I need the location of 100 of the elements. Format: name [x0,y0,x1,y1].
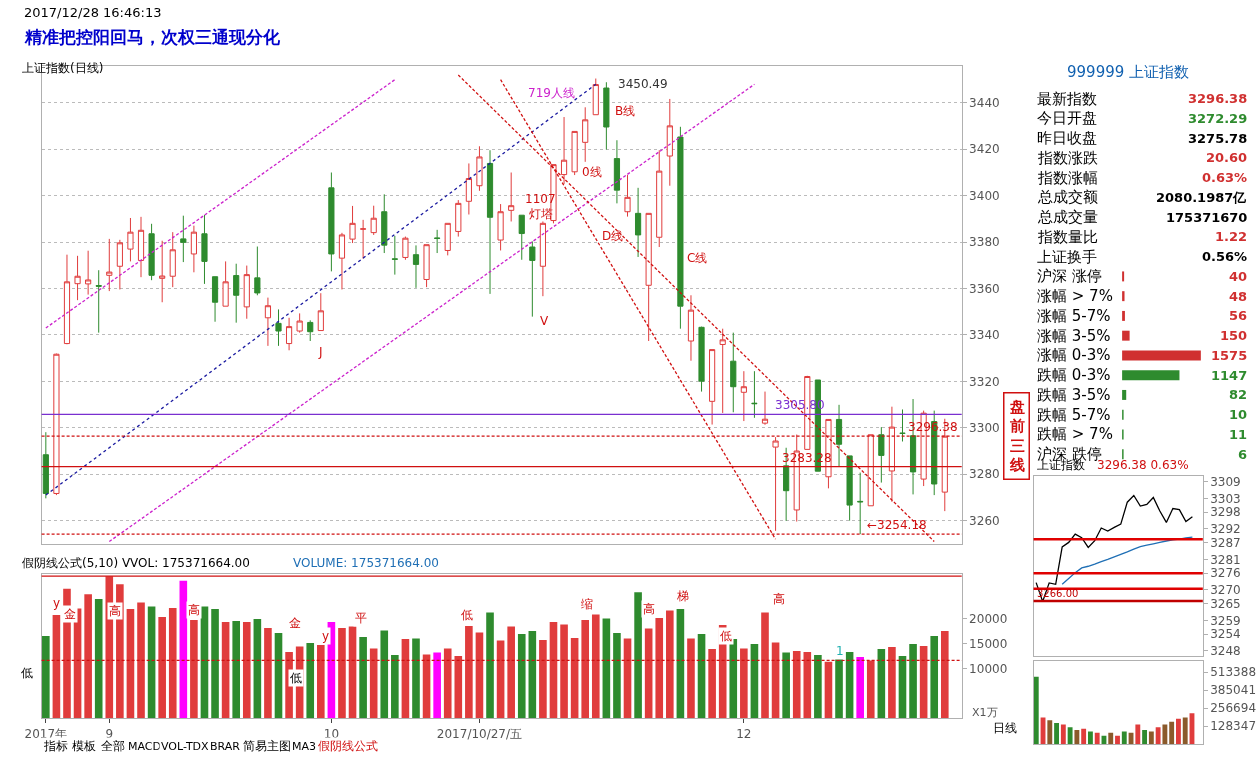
bar [211,609,219,719]
category-label: 指数涨幅 [1037,169,1098,187]
candlestick [106,238,113,292]
candlestick [211,276,219,323]
bar [42,635,50,719]
candlestick [624,174,631,218]
candlestick [370,205,377,236]
bar [380,630,389,719]
bar [179,580,188,719]
bar [1074,730,1080,745]
x-tick-label: 2017/10/27/五 [436,726,523,741]
bar [539,639,547,719]
category-label: 跌幅 0-3% [1037,366,1111,384]
candlestick [275,308,282,347]
bar [338,628,346,719]
annotation: 灯塔 [529,207,553,221]
candlestick [899,408,906,442]
candlestick [709,349,716,426]
category-label: 今日开盘 [1037,109,1097,127]
bar [803,651,812,719]
data-label: 3296.38 [1188,91,1248,106]
candlestick [772,436,779,532]
text: 假阴线公式 [318,739,378,753]
bar [317,644,325,719]
y-tick-label: 3248 [1210,644,1241,659]
y-tick-label: 3287 [1210,535,1241,550]
candlestick [317,292,324,332]
category-label: 涨幅 5-7% [1037,307,1111,325]
candlestick [592,78,599,116]
bar [708,648,716,719]
bar [1060,724,1066,745]
line-series [1035,494,1194,603]
candlestick [444,222,451,256]
y-tick-label: 3300 [969,421,1000,435]
candlestick [222,260,229,307]
bar [1182,717,1188,745]
candlestick [402,236,409,261]
category-label: 总成交量 [1037,208,1098,226]
bar [465,626,473,719]
y-tick-label: 3280 [969,467,1000,482]
bar [898,655,907,719]
bar [401,638,410,719]
candlestick [656,149,663,248]
annotation: y [322,629,330,643]
bar [391,654,399,719]
y-tick-label: 3340 [969,328,1000,343]
candlestick [730,332,737,413]
annotation: 低 [461,608,473,622]
candlestick [645,212,652,342]
data-label: 3275.78 [1188,131,1248,146]
candlestick [740,370,747,422]
text: BRAR [210,740,241,753]
bar [1108,732,1114,745]
bar [94,599,103,719]
bar [306,642,315,719]
annotation: y [53,596,61,610]
bar [1081,728,1087,745]
y-tick-label: 256694 [1210,701,1256,716]
text: 2017/12/28 16:46:13 [24,5,162,20]
data-label: 10 [1229,407,1248,422]
bar [623,638,632,719]
candlestick [698,326,705,393]
bar [613,632,621,719]
candlestick [751,370,758,419]
data-label: 48 [1229,289,1248,304]
candlestick [508,172,515,222]
y-tick-label: 3260 [969,513,1000,528]
candlestick [53,353,60,496]
bar [750,643,759,719]
y-tick-label: 3254 [1210,627,1241,642]
bar [549,622,558,719]
y-tick-label: 15000 [969,636,1008,651]
category-label: 上证换手 [1037,248,1097,266]
annotation: 高 [773,592,785,606]
candlestick [137,216,145,278]
data-label: 20.60 [1206,150,1248,165]
bar [475,632,484,719]
bar [877,648,886,719]
bar [1148,731,1154,745]
candlestick [465,162,472,216]
data-label: 1.22 [1215,229,1248,244]
y-tick-label: 3309 [1210,474,1241,489]
bar [126,609,135,719]
bar [1087,731,1093,745]
bar [1176,718,1181,745]
candlestick [63,254,71,345]
candlestick [74,255,81,301]
bar [814,654,822,719]
bar [1047,720,1053,745]
bar [147,606,156,719]
category-label: 指数量比 [1037,228,1098,246]
bar [866,660,875,719]
category-label: 跌幅 5-7% [1037,406,1111,424]
annotation: 低 [720,629,732,643]
category-label: 涨幅 3-5% [1037,327,1111,345]
y-tick-label: 3360 [969,281,1000,296]
candlestick [264,297,272,347]
annotation: C线 [687,251,708,265]
bar [1162,724,1168,745]
y-tick-label: 3440 [969,96,1000,111]
